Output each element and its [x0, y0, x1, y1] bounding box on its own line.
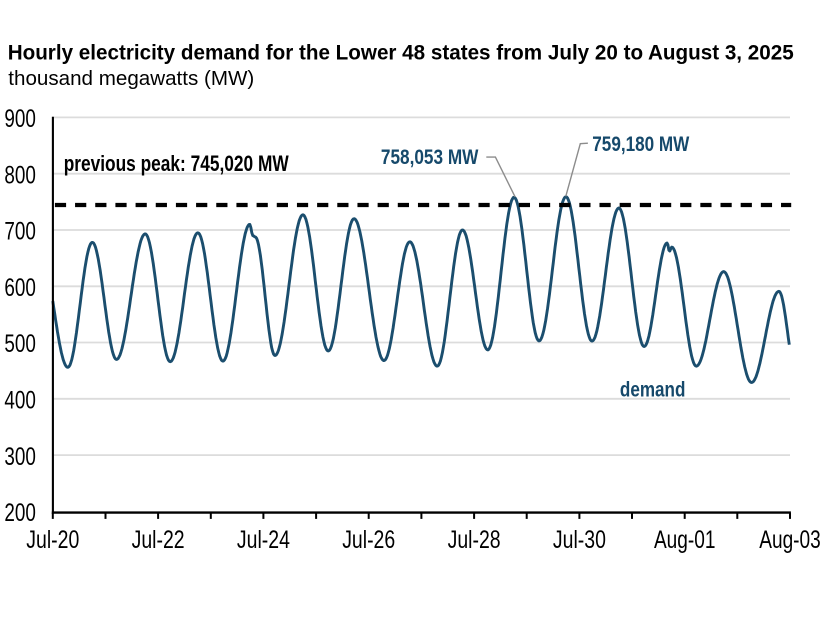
svg-text:800: 800	[4, 161, 36, 189]
svg-text:Jul-26: Jul-26	[342, 526, 395, 554]
svg-text:Jul-20: Jul-20	[26, 526, 79, 554]
svg-text:600: 600	[4, 274, 36, 302]
svg-text:Jul-24: Jul-24	[237, 526, 290, 554]
svg-text:thousand megawatts (MW): thousand megawatts (MW)	[8, 67, 254, 90]
svg-text:Aug-03: Aug-03	[759, 526, 821, 554]
svg-text:Jul-28: Jul-28	[448, 526, 501, 554]
svg-text:previous peak: 745,020 MW: previous peak: 745,020 MW	[64, 151, 289, 176]
svg-text:200: 200	[4, 499, 36, 527]
svg-text:demand: demand	[620, 379, 686, 402]
svg-text:Jul-22: Jul-22	[132, 526, 185, 554]
svg-text:300: 300	[4, 443, 36, 471]
svg-text:Hourly electricity demand for: Hourly electricity demand for the Lower …	[8, 41, 794, 65]
svg-text:758,053 MW: 758,053 MW	[381, 146, 479, 169]
svg-text:759,180 MW: 759,180 MW	[592, 133, 689, 156]
svg-text:Aug-01: Aug-01	[654, 526, 716, 554]
svg-text:500: 500	[4, 330, 36, 358]
svg-text:Jul-30: Jul-30	[553, 526, 606, 554]
svg-text:900: 900	[4, 105, 36, 133]
svg-text:400: 400	[4, 387, 36, 415]
svg-text:700: 700	[4, 218, 36, 246]
